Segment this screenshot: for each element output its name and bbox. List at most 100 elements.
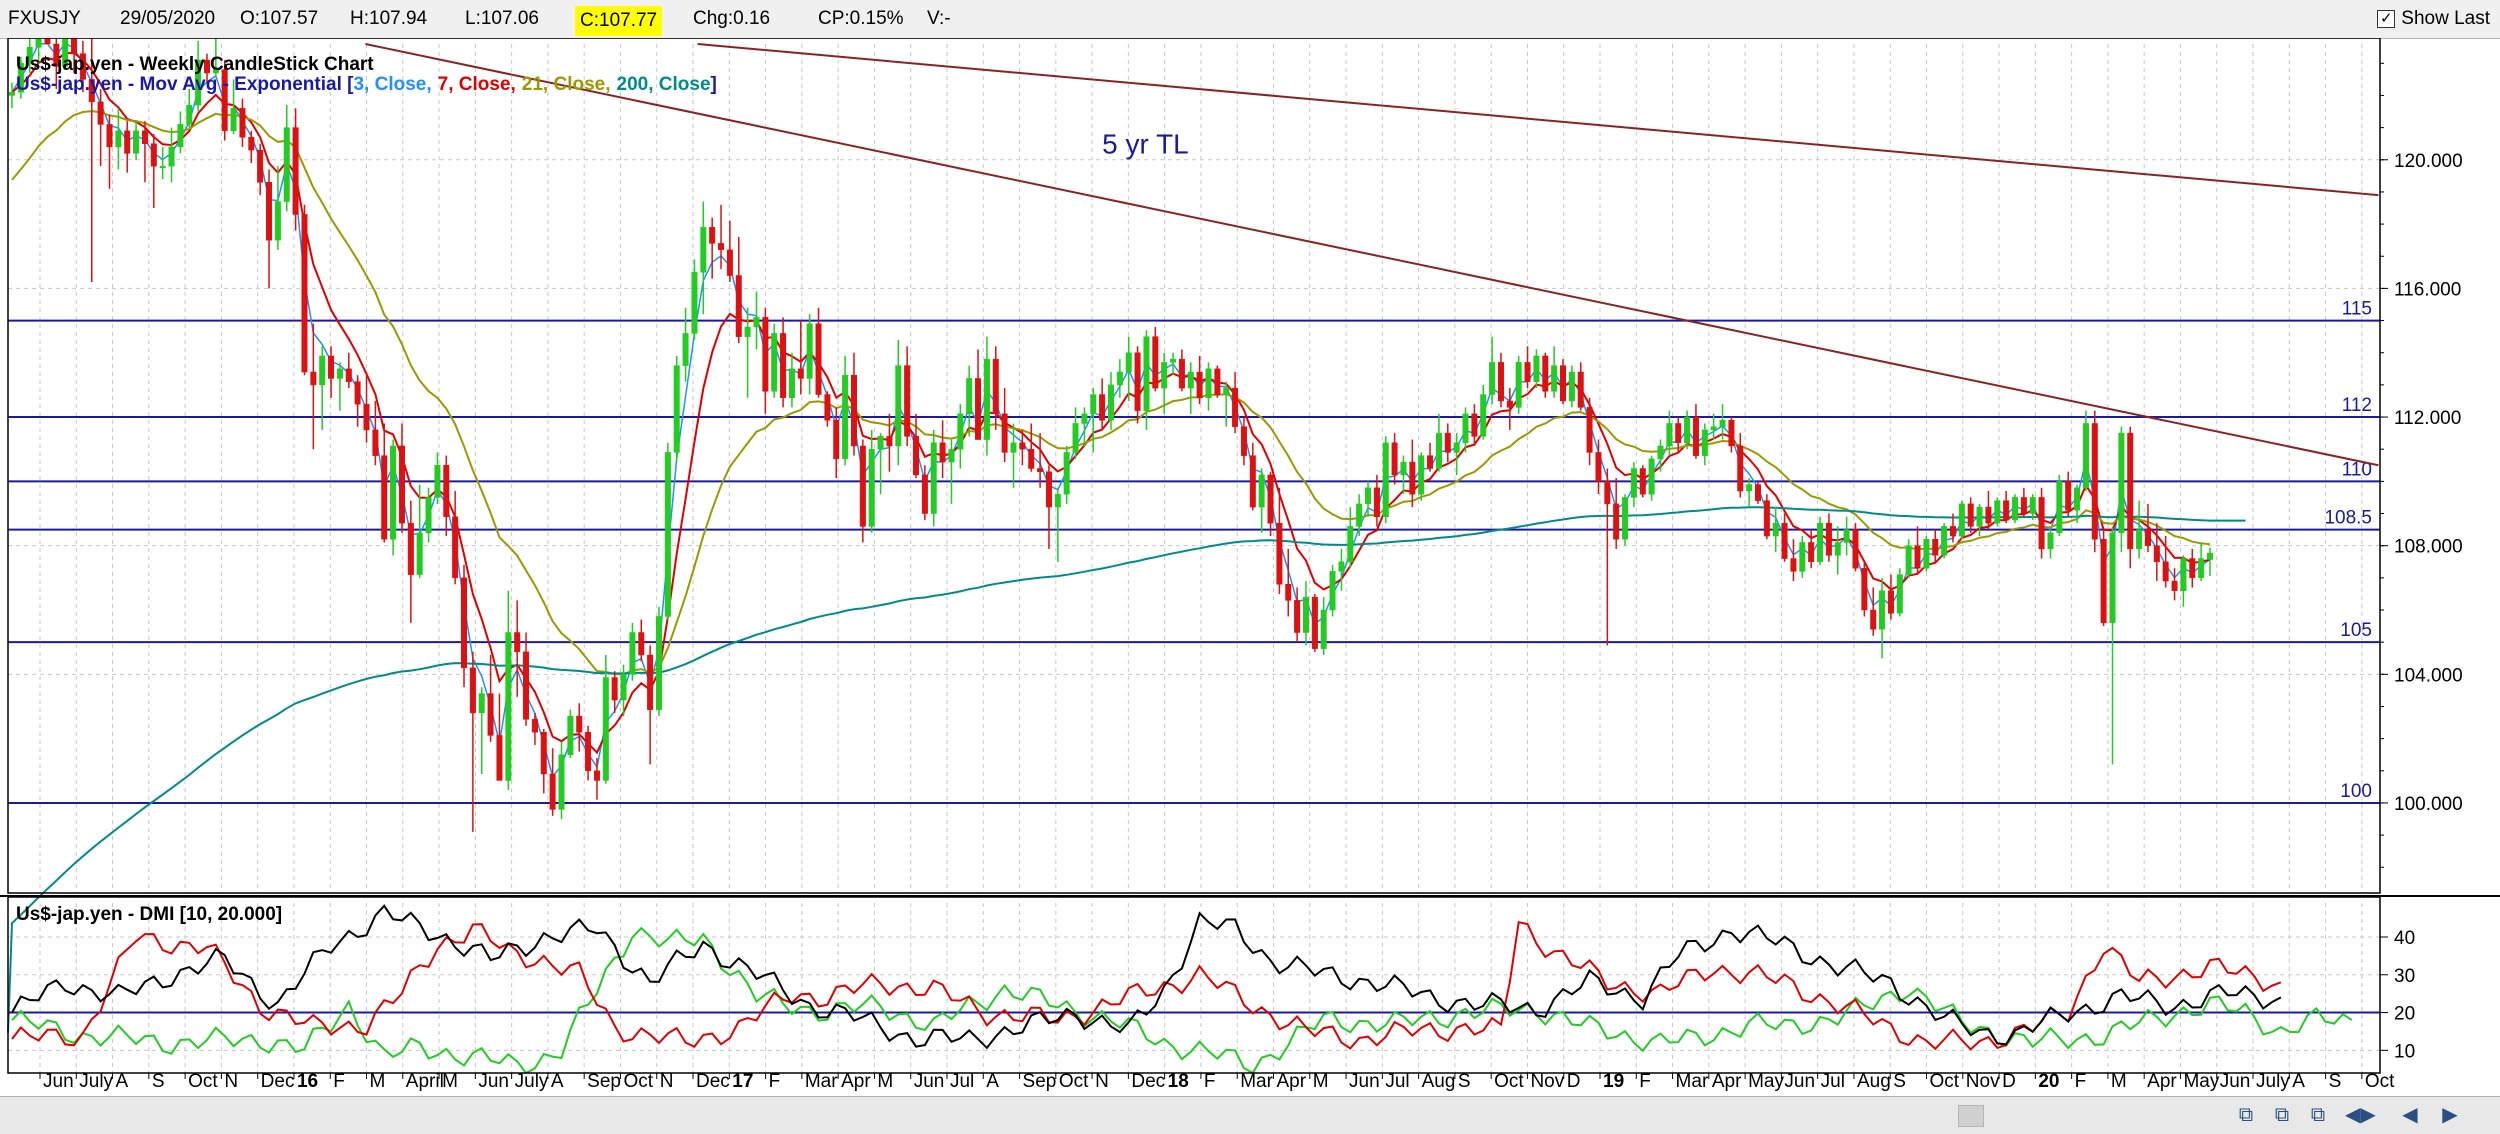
candle-body	[877, 436, 884, 450]
candle-body	[1001, 413, 1008, 453]
candle-body	[1887, 590, 1894, 614]
candle-body	[1435, 432, 1442, 469]
trendlines	[365, 43, 2379, 467]
candle-body	[2003, 500, 2010, 521]
horizontal-levels: 115 112 110 108.5 105 100	[8, 299, 2380, 804]
candle-body	[1400, 461, 1407, 476]
candle-body	[1870, 609, 1877, 630]
zoom-fit-icon[interactable]: ⧉	[2310, 1104, 2326, 1126]
candle-body	[771, 333, 778, 392]
candle-body	[1232, 387, 1239, 427]
candle-body	[718, 243, 725, 251]
candle-body	[868, 448, 875, 527]
candle-body	[168, 146, 175, 167]
candle-body	[1684, 416, 1691, 444]
candle-body	[2038, 497, 2045, 550]
candle-body	[859, 445, 866, 527]
x-tick-label: Jun	[478, 1071, 509, 1092]
x-tick-label: Jun	[1784, 1071, 1815, 1092]
candle-body	[292, 127, 299, 215]
x-tick-label: 17	[732, 1071, 753, 1092]
candle-body	[2100, 539, 2107, 624]
candle-body	[1329, 571, 1336, 611]
close-value: C:107.77	[575, 6, 663, 36]
x-tick-label: Jul	[1385, 1071, 1409, 1092]
candle-body	[2171, 580, 2178, 591]
y-tick-label: 116.000	[2394, 279, 2461, 300]
x-tick-label: Dec	[261, 1071, 295, 1092]
candle-body	[1338, 561, 1345, 572]
candle-body	[1852, 529, 1859, 569]
candle-body	[1577, 371, 1584, 408]
candle-body	[1932, 539, 1939, 556]
x-tick-label: July	[515, 1071, 549, 1092]
candle-body	[372, 429, 379, 456]
candle-body	[1391, 442, 1398, 476]
candle-body	[1108, 384, 1114, 421]
dmi-y-tick-label: 10	[2394, 1041, 2415, 1062]
candle-body	[239, 108, 246, 138]
candle-body	[2065, 481, 2072, 511]
candle-body	[1418, 455, 1425, 495]
candle-body	[283, 127, 290, 202]
time-scrollbar-thumb[interactable]	[1958, 1105, 1984, 1127]
candle-body	[1595, 452, 1602, 482]
candle-body	[62, 38, 69, 67]
x-tick-label: Apr	[1276, 1071, 1306, 1092]
scroll-both-icon[interactable]: ◀▶	[2345, 1104, 2376, 1126]
candle-body	[1187, 371, 1194, 389]
candle-body	[44, 38, 51, 45]
candle-body	[1941, 526, 1948, 556]
candle-body	[620, 674, 627, 701]
scroll-left-icon[interactable]: ◀	[2402, 1104, 2418, 1126]
x-tick-label: S	[1458, 1071, 1471, 1092]
candle-body	[425, 497, 432, 534]
candle-body	[186, 104, 193, 125]
x-tick-label: April	[406, 1071, 444, 1092]
candle-body	[1834, 542, 1841, 556]
candle-body	[1134, 352, 1141, 411]
x-tick-label: Nov	[1966, 1071, 2000, 1092]
x-tick-label: Dec	[696, 1071, 730, 1092]
zoom-in-icon[interactable]: ⧉	[2238, 1104, 2254, 1126]
dmi-y-tick-label: 20	[2394, 1004, 2415, 1025]
candle-body	[274, 201, 281, 241]
candle-body	[1701, 429, 1708, 456]
candle-body	[1817, 522, 1824, 563]
candle-body	[1772, 522, 1779, 537]
candle-body	[1994, 500, 2001, 524]
candle-body	[2136, 529, 2143, 550]
candle-body	[1081, 413, 1088, 424]
show-last-checkbox[interactable]: ✓	[2377, 10, 2396, 28]
candle-body	[895, 365, 902, 447]
ma-legend-7: 7, Close,	[438, 74, 516, 95]
candle-body	[1285, 584, 1292, 601]
x-tick-label: July	[79, 1071, 113, 1092]
candle-body	[1178, 358, 1185, 389]
x-tick-label: Oct	[188, 1071, 218, 1092]
candle-body	[1613, 503, 1620, 540]
dmi-minus-line	[11, 920, 2282, 1051]
candle-body	[1515, 362, 1522, 408]
candle-body	[638, 632, 645, 656]
scroll-right-icon[interactable]: ▶	[2442, 1104, 2458, 1126]
candle-body	[913, 436, 920, 476]
x-tick-label: Jul	[950, 1071, 974, 1092]
candle-body	[1675, 423, 1682, 444]
candle-body	[2056, 481, 2063, 534]
zoom-out-icon[interactable]: ⧉	[2274, 1104, 2290, 1126]
x-tick-label: July	[2256, 1071, 2290, 1092]
candle-body	[655, 616, 662, 710]
candle-body	[700, 227, 707, 273]
dmi-chart-title: Us$-jap.yen - DMI [10, 20.000]	[16, 904, 282, 925]
show-last-toggle[interactable]: ✓ Show Last	[2377, 0, 2490, 38]
candle-body	[2082, 423, 2089, 489]
x-tick-label: S	[1893, 1071, 1906, 1092]
candle-body	[1161, 362, 1168, 389]
candle-body	[1010, 442, 1017, 453]
candle-body	[203, 59, 210, 74]
x-tick-label: D	[2002, 1071, 2016, 1092]
candle-body	[1223, 387, 1230, 395]
candle-body	[159, 165, 166, 168]
